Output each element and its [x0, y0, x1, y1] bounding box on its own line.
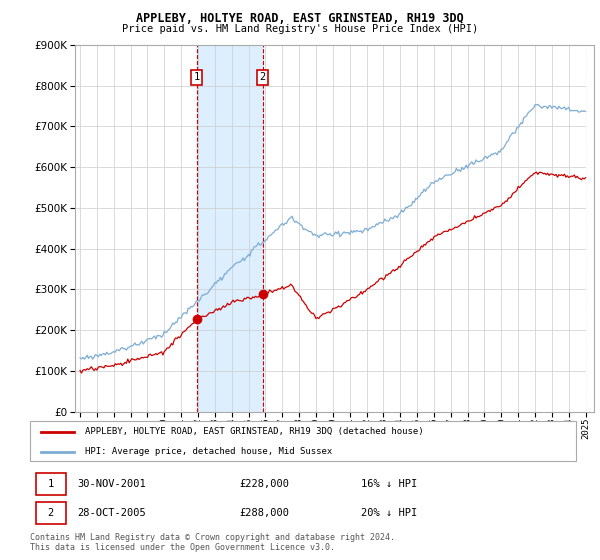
Text: 1: 1 [194, 72, 200, 82]
Text: 20% ↓ HPI: 20% ↓ HPI [361, 508, 418, 518]
Bar [197, 45, 263, 412]
Text: 2: 2 [47, 508, 53, 518]
Text: 28-OCT-2005: 28-OCT-2005 [77, 508, 146, 518]
FancyBboxPatch shape [30, 421, 577, 461]
Text: This data is licensed under the Open Government Licence v3.0.: This data is licensed under the Open Gov… [30, 543, 335, 552]
Text: £288,000: £288,000 [240, 508, 290, 518]
Text: 2: 2 [259, 72, 266, 82]
Bar [586, 45, 594, 412]
Text: APPLEBY, HOLTYE ROAD, EAST GRINSTEAD, RH19 3DQ (detached house): APPLEBY, HOLTYE ROAD, EAST GRINSTEAD, RH… [85, 427, 424, 436]
Text: Contains HM Land Registry data © Crown copyright and database right 2024.: Contains HM Land Registry data © Crown c… [30, 533, 395, 542]
Text: APPLEBY, HOLTYE ROAD, EAST GRINSTEAD, RH19 3DQ: APPLEBY, HOLTYE ROAD, EAST GRINSTEAD, RH… [136, 12, 464, 25]
FancyBboxPatch shape [35, 502, 66, 524]
Text: 16% ↓ HPI: 16% ↓ HPI [361, 479, 418, 489]
FancyBboxPatch shape [35, 473, 66, 494]
Text: HPI: Average price, detached house, Mid Sussex: HPI: Average price, detached house, Mid … [85, 447, 332, 456]
Text: 1: 1 [47, 479, 53, 489]
Text: 30-NOV-2001: 30-NOV-2001 [77, 479, 146, 489]
Text: £228,000: £228,000 [240, 479, 290, 489]
Text: Price paid vs. HM Land Registry's House Price Index (HPI): Price paid vs. HM Land Registry's House … [122, 24, 478, 34]
